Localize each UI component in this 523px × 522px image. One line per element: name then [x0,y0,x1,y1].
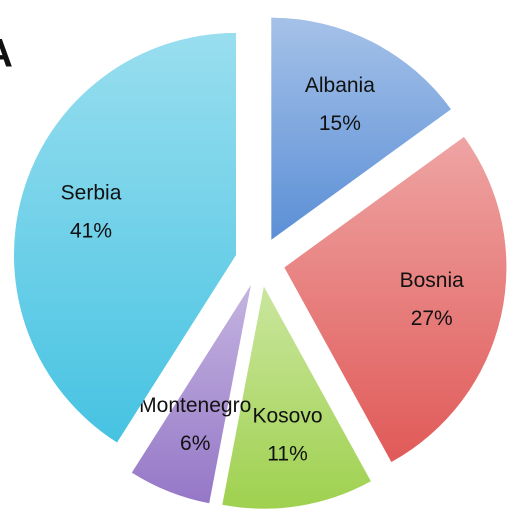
slice-value-label: 15% [319,112,361,135]
slice-name: Albania [305,74,375,97]
slice-name: Serbia [61,181,122,204]
panel-label: A [0,32,13,76]
slice-name: Montenegro [139,394,251,417]
slice-value-label: 11% [267,442,307,465]
slice-name: Bosnia [400,269,465,292]
slice-value-label: 6% [180,432,210,455]
slice-value-label: 41% [70,219,112,242]
slice-name: Kosovo [253,404,323,427]
slice-value-label: 27% [411,307,453,330]
